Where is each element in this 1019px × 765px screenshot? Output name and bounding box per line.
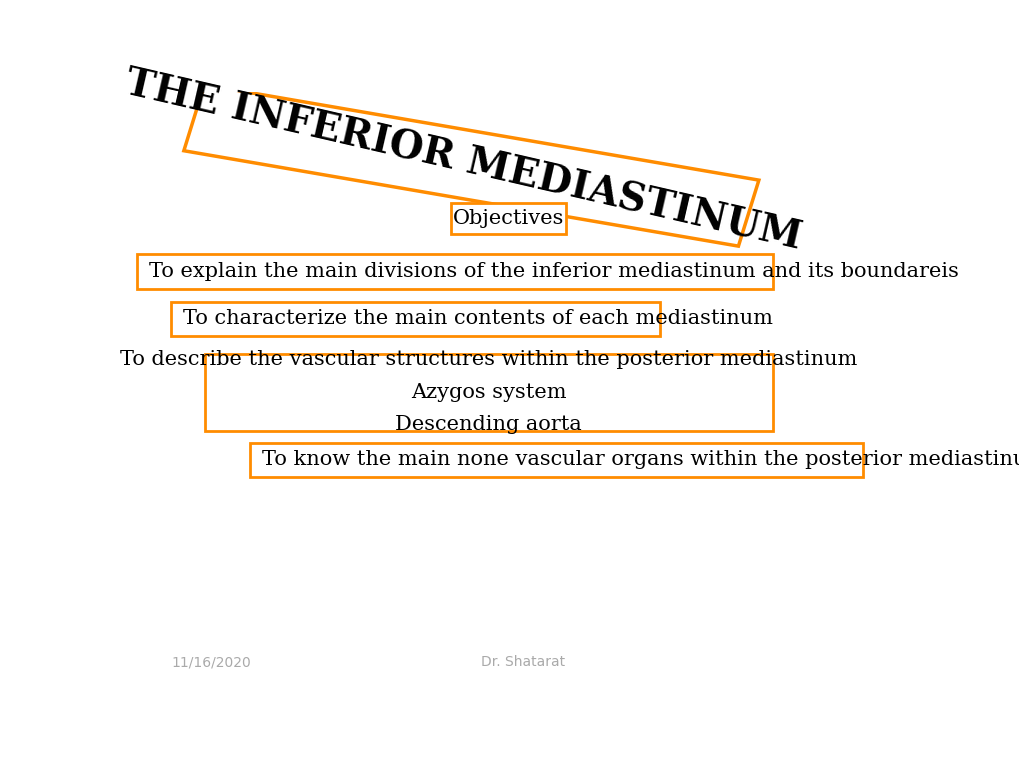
- FancyBboxPatch shape: [205, 354, 771, 431]
- FancyBboxPatch shape: [137, 255, 772, 288]
- FancyBboxPatch shape: [450, 203, 566, 234]
- FancyBboxPatch shape: [171, 301, 659, 336]
- Text: Dr. Shatarat: Dr. Shatarat: [480, 655, 565, 669]
- Text: To characterize the main contents of each mediastinum: To characterize the main contents of eac…: [182, 309, 772, 328]
- Text: 11/16/2020: 11/16/2020: [171, 655, 251, 669]
- Text: THE INFERIOR MEDIASTINUM: THE INFERIOR MEDIASTINUM: [121, 64, 805, 257]
- Text: To explain the main divisions of the inferior mediastinum and its boundareis: To explain the main divisions of the inf…: [149, 262, 958, 281]
- Text: To describe the vascular structures within the posterior mediastinum
Azygos syst: To describe the vascular structures with…: [120, 350, 857, 435]
- Text: To know the main none vascular organs within the posterior mediastinum: To know the main none vascular organs wi…: [262, 451, 1019, 470]
- Text: Objectives: Objectives: [452, 209, 564, 228]
- FancyBboxPatch shape: [250, 443, 862, 477]
- Polygon shape: [183, 85, 758, 246]
